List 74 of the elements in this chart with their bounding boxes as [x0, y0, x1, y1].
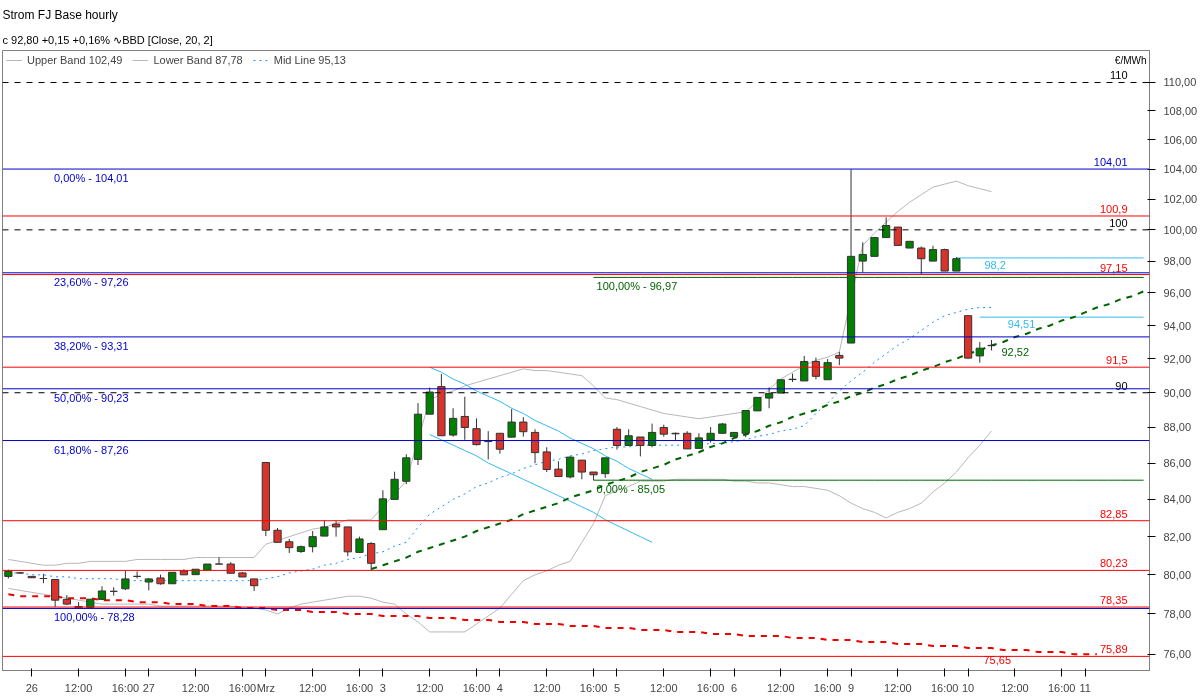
annotation: 92,52: [1001, 346, 1030, 359]
x-tick-label: 12:00: [298, 681, 327, 694]
x-tick-label: 16:00: [345, 681, 374, 694]
x-tick-label: 16:00: [228, 681, 257, 694]
x-tick-label: 12:00: [884, 681, 912, 694]
x-tick-label: 3: [379, 681, 386, 694]
x-tick-label: 12:00: [1001, 681, 1029, 694]
ref-line-label: 82,85: [1099, 507, 1128, 520]
series-label: 0,00% - 85,05: [596, 483, 666, 496]
ref-line-label: 100: [1109, 216, 1128, 229]
x-tick-label: 12:00: [181, 681, 210, 694]
series-label: 98,2: [984, 258, 1006, 271]
annotation: 38,20% - 93,31: [54, 339, 129, 352]
y-tick-label: 90,00: [1163, 386, 1192, 399]
annotation: 23,60% - 97,26: [54, 275, 129, 288]
chart-subtitle: c 92,80 +0,15 +0,16% ∿BBD [Close, 20, 2]: [2, 33, 213, 46]
y-tick-label: 92,00: [1163, 352, 1192, 365]
y-tick-label: 102,00: [1163, 193, 1198, 206]
x-tick-label: 12:00: [650, 681, 678, 694]
x-tick-label: 10: [961, 681, 975, 694]
y-tick-label: 84,00: [1163, 493, 1192, 506]
x-tick-label: 12:00: [532, 681, 561, 694]
y-axis-title: €/MWh: [1114, 54, 1147, 66]
x-tick-label: 16:00: [111, 681, 140, 694]
x-tick-label: 27: [142, 681, 155, 694]
x-tick-label: 12:00: [415, 681, 444, 694]
ref-line-label: 80,23: [1099, 557, 1128, 570]
series-label: 94,51: [1007, 318, 1036, 331]
x-tick-label: 16:00: [462, 681, 491, 694]
ref-line-label: 97,15: [1099, 261, 1128, 274]
x-tick-label: 16:00: [930, 681, 959, 694]
ref-line-label: 78,35: [1099, 594, 1128, 607]
chart-title: Strom FJ Base hourly: [2, 7, 118, 22]
x-tick-label: 16:00: [1047, 681, 1076, 694]
x-tick-label: 26: [25, 681, 38, 694]
y-tick-label: 98,00: [1163, 255, 1192, 268]
x-tick-label: 12:00: [767, 681, 795, 694]
legend-label: Upper Band 102,49: [27, 54, 123, 66]
x-tick-label: Mrz: [256, 681, 276, 694]
y-tick-label: 76,00: [1163, 648, 1192, 661]
legend-label: Mid Line 95,13: [273, 54, 346, 66]
x-tick-label: 9: [847, 681, 855, 694]
y-tick-label: 82,00: [1163, 530, 1192, 543]
x-tick-label: 6: [730, 681, 738, 694]
x-tick-label: 16:00: [696, 681, 725, 694]
x-tick-label: 5: [613, 681, 621, 694]
annotation: 61,80% - 87,26: [54, 443, 129, 456]
y-tick-label: 100,00: [1163, 223, 1198, 236]
x-tick-label: 16:00: [813, 681, 842, 694]
y-tick-label: 94,00: [1163, 319, 1192, 332]
x-tick-label: 4: [496, 681, 503, 694]
ref-line-label: 104,01: [1093, 156, 1128, 169]
y-tick-label: 108,00: [1163, 104, 1198, 117]
y-tick-label: 104,00: [1163, 163, 1198, 176]
y-tick-label: 78,00: [1163, 607, 1192, 620]
legend-label: Lower Band 87,78: [153, 54, 243, 66]
series-label: 100,00% - 96,97: [596, 280, 678, 293]
ref-line-label: 91,5: [1106, 354, 1128, 367]
x-tick-label: 16:00: [579, 681, 608, 694]
y-tick-label: 106,00: [1163, 133, 1198, 146]
annotation: 50,00% - 90,23: [54, 391, 129, 404]
ref-line-label: 75,89: [1099, 643, 1128, 656]
annotation: 0,00% - 104,01: [54, 172, 129, 185]
annotation: 100,00% - 78,28: [54, 611, 135, 624]
y-tick-label: 110,00: [1163, 76, 1197, 89]
ref-line-label: 110: [1109, 69, 1128, 82]
x-tick-label: 11: [1079, 681, 1091, 694]
ref-line-label: 100,9: [1099, 202, 1128, 215]
annotation: 75,65: [983, 654, 1012, 667]
y-tick-label: 96,00: [1163, 286, 1192, 299]
y-tick-label: 80,00: [1163, 568, 1192, 581]
x-tick-label: 12:00: [64, 681, 93, 694]
y-tick-label: 86,00: [1163, 457, 1192, 470]
y-tick-label: 88,00: [1163, 421, 1192, 434]
